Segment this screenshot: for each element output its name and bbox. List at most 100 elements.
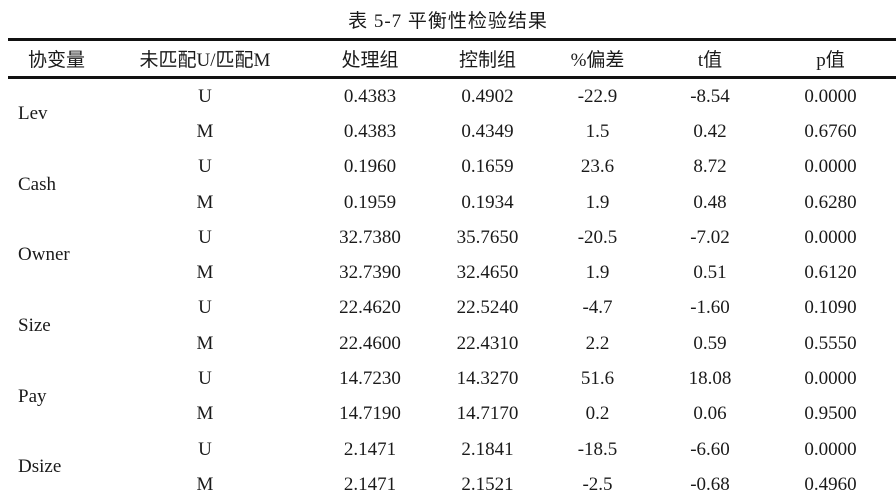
bias-cell: 1.5 <box>585 120 610 142</box>
table-row: Dsize U 2.1471 2.1841 -18.5 -6.60 0.0000 <box>8 432 896 478</box>
bias-cell: -4.7 <box>582 297 613 319</box>
p-cell: 0.0000 <box>804 226 857 248</box>
p-cell: 0.6760 <box>804 120 857 142</box>
treated-cell: 14.7190 <box>339 403 401 425</box>
header-t: t值 <box>697 50 723 71</box>
control-cell: 35.7650 <box>456 226 519 248</box>
table-row: M 0.4383 0.4349 1.5 0.42 0.6760 <box>8 114 896 149</box>
bias-cell: -20.5 <box>577 226 618 248</box>
header-covariate: 协变量 <box>27 50 85 71</box>
header-p: p值 <box>816 50 845 71</box>
p-cell: 0.0000 <box>804 438 857 460</box>
control-cell: 14.7170 <box>456 403 519 425</box>
treated-cell: 0.1960 <box>343 156 397 178</box>
header-treated: 处理组 <box>341 50 399 71</box>
sample-cell: M <box>196 262 214 284</box>
p-cell: 0.4960 <box>804 473 857 495</box>
control-cell: 22.5240 <box>456 297 519 319</box>
t-cell: 0.42 <box>693 120 727 142</box>
sample-cell: U <box>198 368 212 390</box>
covariate-cell: Dsize <box>18 456 62 478</box>
sample-cell: M <box>196 473 214 495</box>
treated-cell: 32.7380 <box>339 226 401 248</box>
table-row: Owner U 32.7380 35.7650 -20.5 -7.02 0.0000 <box>8 220 896 266</box>
covariate-cell: Pay <box>18 385 47 407</box>
balance-test-table: 协变量 未匹配U/匹配M 处理组 控制组 %偏差 t值 p值 Lev U 0.438… <box>8 38 896 503</box>
header-row: 协变量 未匹配U/匹配M 处理组 控制组 %偏差 t值 p值 <box>8 39 896 78</box>
table-row: Lev U 0.4383 0.4902 -22.9 -8.54 0.0000 <box>8 78 896 125</box>
control-cell: 0.1659 <box>461 156 514 178</box>
table-row: M 32.7390 32.4650 1.9 0.51 0.6120 <box>8 255 896 290</box>
control-cell: 32.4650 <box>456 262 519 284</box>
bias-cell: 1.9 <box>585 191 610 213</box>
table-row: Size U 22.4620 22.5240 -4.7 -1.60 0.1090 <box>8 291 896 336</box>
table-row: Cash U 0.1960 0.1659 23.6 8.72 0.0000 <box>8 150 896 195</box>
bias-cell: 23.6 <box>580 156 615 178</box>
bias-cell: 0.2 <box>585 403 610 425</box>
table-title: 表 5-7 平衡性检验结果 <box>348 11 548 32</box>
t-cell: 0.51 <box>693 262 727 284</box>
covariate-cell: Lev <box>18 103 48 125</box>
t-cell: 18.08 <box>688 368 732 390</box>
t-cell: -0.68 <box>690 473 730 495</box>
p-cell: 0.1090 <box>804 297 857 319</box>
table-row: M 22.4600 22.4310 2.2 0.59 0.5550 <box>8 326 896 361</box>
table-row: M 2.1471 2.1521 -2.5 -0.68 0.4960 <box>8 467 896 502</box>
p-cell: 0.9500 <box>804 403 857 425</box>
treated-cell: 2.1471 <box>343 473 397 495</box>
control-cell: 14.3270 <box>456 368 519 390</box>
control-cell: 2.1841 <box>461 438 514 460</box>
control-cell: 0.4902 <box>461 85 514 107</box>
treated-cell: 32.7390 <box>339 262 401 284</box>
t-cell: 8.72 <box>693 156 727 178</box>
sample-cell: U <box>198 156 212 178</box>
sample-cell: U <box>198 438 212 460</box>
sample-cell: U <box>198 226 212 248</box>
treated-cell: 22.4600 <box>339 332 401 354</box>
table-row: M 0.1959 0.1934 1.9 0.48 0.6280 <box>8 185 896 220</box>
control-cell: 0.4349 <box>461 120 514 142</box>
t-cell: 0.59 <box>693 332 727 354</box>
table-row: M 14.7190 14.7170 0.2 0.06 0.9500 <box>8 397 896 432</box>
sample-cell: M <box>196 120 214 142</box>
bias-cell: -18.5 <box>577 438 618 460</box>
sample-cell: M <box>196 191 214 213</box>
treated-cell: 0.4383 <box>343 120 397 142</box>
t-cell: -8.54 <box>690 85 730 107</box>
p-cell: 0.5550 <box>804 332 857 354</box>
control-cell: 22.4310 <box>456 332 519 354</box>
covariate-cell: Size <box>18 315 51 337</box>
header-bias: %偏差 <box>570 50 625 71</box>
p-cell: 0.6280 <box>804 191 857 213</box>
sample-cell: M <box>196 332 214 354</box>
sample-cell: U <box>198 85 212 107</box>
bias-cell: 1.9 <box>585 262 610 284</box>
treated-cell: 14.7230 <box>339 368 401 390</box>
bias-cell: 2.2 <box>585 332 610 354</box>
t-cell: -1.60 <box>690 297 730 319</box>
t-cell: 0.48 <box>693 191 727 213</box>
p-cell: 0.0000 <box>804 156 857 178</box>
t-cell: -6.60 <box>690 438 730 460</box>
treated-cell: 0.4383 <box>343 85 397 107</box>
bias-cell: -2.5 <box>582 473 613 495</box>
header-sample: 未匹配U/匹配M <box>139 50 271 71</box>
control-cell: 2.1521 <box>461 473 514 495</box>
p-cell: 0.6120 <box>804 262 857 284</box>
bias-cell: -22.9 <box>577 85 618 107</box>
treated-cell: 0.1959 <box>343 191 397 213</box>
header-control: 控制组 <box>458 50 516 71</box>
bias-cell: 51.6 <box>580 368 615 390</box>
p-cell: 0.0000 <box>804 368 857 390</box>
treated-cell: 22.4620 <box>339 297 401 319</box>
p-cell: 0.0000 <box>804 85 857 107</box>
table-row: Pay U 14.7230 14.3270 51.6 18.08 0.0000 <box>8 361 896 407</box>
t-cell: 0.06 <box>693 403 727 425</box>
covariate-cell: Owner <box>18 244 70 266</box>
sample-cell: U <box>198 297 212 319</box>
sample-cell: M <box>196 403 214 425</box>
treated-cell: 2.1471 <box>343 438 397 460</box>
t-cell: -7.02 <box>690 226 730 248</box>
control-cell: 0.1934 <box>461 191 514 213</box>
covariate-cell: Cash <box>18 173 56 195</box>
